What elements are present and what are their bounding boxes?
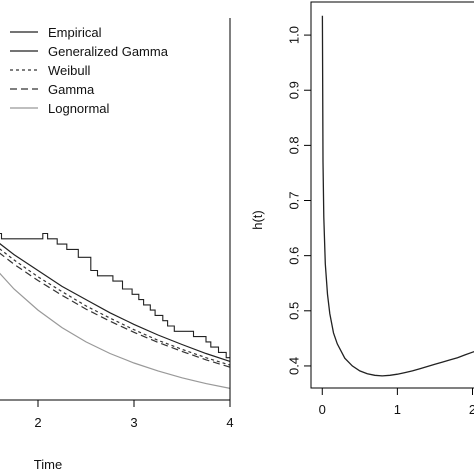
y-tick-label-0-4: 0.4 bbox=[287, 357, 302, 375]
right-x-axis: 0 1 2 bbox=[319, 388, 474, 417]
series-empirical bbox=[0, 232, 230, 359]
x-tick-label-4: 4 bbox=[226, 415, 233, 430]
y-tick-label-0-9: 0.9 bbox=[287, 81, 302, 99]
right-y-axis-label: h(t) bbox=[250, 210, 265, 230]
series-lognormal bbox=[0, 272, 231, 389]
right-panel: 0 1 2 0.4 0.5 0.6 0.7 0.8 0.9 1.0 h(t) bbox=[250, 1, 474, 417]
legend-label: Generalized Gamma bbox=[48, 44, 169, 59]
series-generalized-gamma bbox=[0, 243, 231, 362]
legend-label: Empirical bbox=[48, 25, 102, 40]
left-x-axis: 2 3 4 bbox=[34, 400, 234, 430]
series-hazard-curve bbox=[321, 15, 474, 377]
right-plot-border bbox=[310, 1, 474, 389]
x-tick-label-2: 2 bbox=[469, 402, 474, 417]
left-x-axis-label: Time bbox=[34, 457, 62, 472]
x-tick-label-1: 1 bbox=[394, 402, 401, 417]
y-tick-label-0-5: 0.5 bbox=[287, 302, 302, 320]
legend-label: Gamma bbox=[48, 82, 95, 97]
left-panel: 2 3 4 Time Empirical Generalized Gamma Weibu… bbox=[0, 18, 234, 472]
x-tick-label-0: 0 bbox=[319, 402, 326, 417]
left-series-group bbox=[0, 232, 231, 389]
legend-entry-generalized-gamma: Generalized Gamma bbox=[10, 44, 169, 59]
legend-entry-gamma: Gamma bbox=[10, 82, 95, 97]
x-tick-label-2: 2 bbox=[34, 415, 41, 430]
legend-entry-lognormal: Lognormal bbox=[10, 101, 110, 116]
legend-entry-weibull: Weibull bbox=[10, 63, 91, 78]
right-series-group bbox=[321, 15, 474, 377]
legend-label: Lognormal bbox=[48, 101, 110, 116]
y-tick-label-1-0: 1.0 bbox=[287, 26, 302, 44]
legend: Empirical Generalized Gamma Weibull Gamma Lo… bbox=[10, 25, 169, 116]
y-tick-label-0-7: 0.7 bbox=[287, 191, 302, 209]
right-y-axis: 0.4 0.5 0.6 0.7 0.8 0.9 1.0 bbox=[287, 26, 311, 375]
x-tick-label-3: 3 bbox=[130, 415, 137, 430]
y-tick-label-0-6: 0.6 bbox=[287, 247, 302, 265]
y-tick-label-0-8: 0.8 bbox=[287, 136, 302, 154]
legend-label: Weibull bbox=[48, 63, 91, 78]
series-gamma bbox=[0, 252, 231, 368]
legend-entry-empirical: Empirical bbox=[10, 25, 102, 40]
series-weibull bbox=[0, 248, 231, 366]
